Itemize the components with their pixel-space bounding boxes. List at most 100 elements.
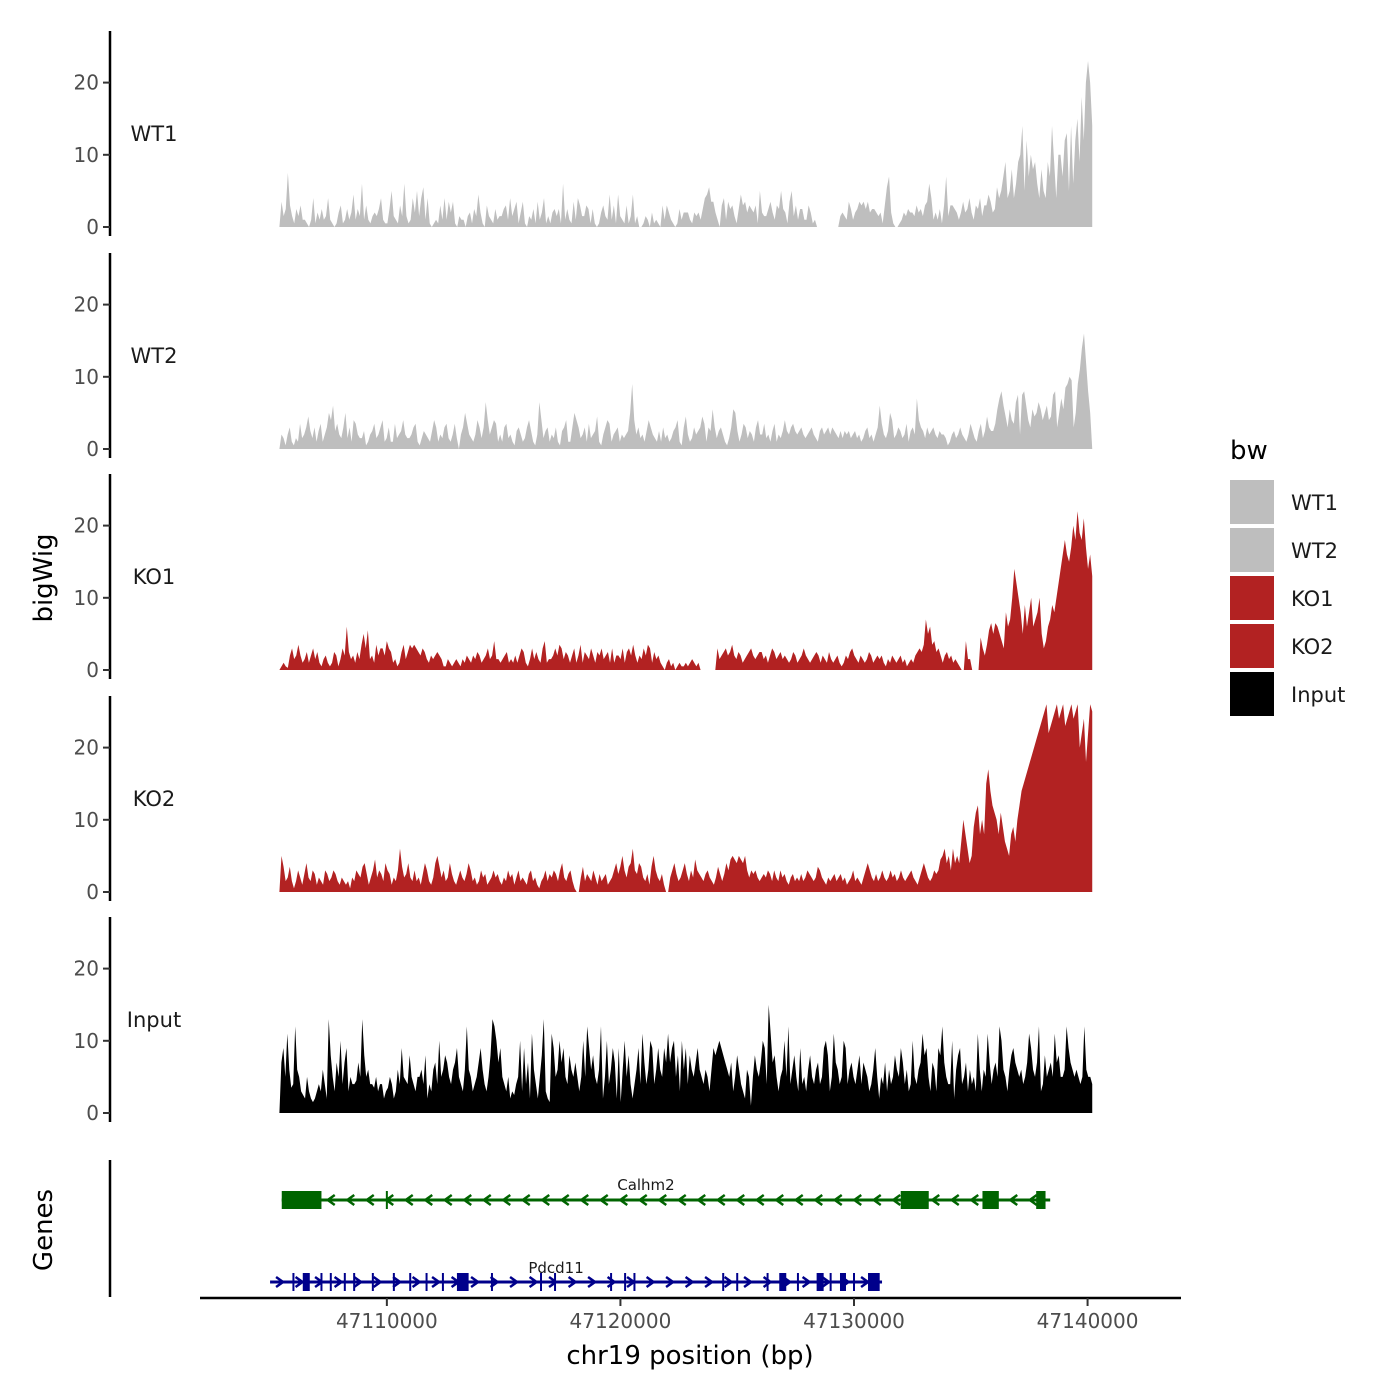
track-wt2: 0 10 20 WT2 (74, 253, 1093, 461)
strand-arrow (431, 1275, 442, 1289)
strand-arrow (294, 1275, 305, 1289)
strand-arrow (684, 1275, 695, 1289)
legend-key-input (1230, 672, 1274, 716)
track-label-input: Input (127, 1008, 181, 1032)
strand-arrow (403, 1193, 414, 1207)
strand-arrow (618, 1193, 628, 1207)
area-series-ko1 (279, 511, 1093, 670)
strand-arrow (1027, 1193, 1038, 1207)
strand-arrow (969, 1193, 979, 1207)
strand-arrow (364, 1193, 375, 1207)
strand-arrow (813, 1193, 823, 1207)
gene-calhm2: Calhm2 (281, 1176, 1051, 1209)
y-tick-label: 10 (74, 365, 99, 389)
strand-arrow (871, 1193, 882, 1207)
strand-arrow (949, 1193, 960, 1207)
track-ko2: 0 10 20 KO2 (74, 696, 1093, 904)
strand-arrow (852, 1193, 862, 1207)
legend-key-ko2 (1230, 624, 1274, 668)
exon (816, 1273, 824, 1291)
strand-arrow (715, 1193, 726, 1207)
strand-arrow (696, 1193, 706, 1207)
strand-arrow (481, 1193, 492, 1207)
strand-arrow (462, 1193, 472, 1207)
y-tick-label: 20 (74, 71, 99, 95)
legend-key-wt1 (1230, 480, 1274, 524)
strand-arrow (606, 1275, 617, 1289)
strand-arrow (774, 1193, 784, 1207)
legend-label-wt2: WT2 (1291, 539, 1338, 563)
exon (281, 1191, 322, 1209)
exon (302, 1273, 310, 1291)
track-label-ko1: KO1 (133, 565, 176, 589)
x-tick-label: 47130000 (803, 1309, 905, 1333)
x-tick-label: 47110000 (336, 1309, 438, 1333)
genes-axis-title: Genes (29, 1189, 59, 1271)
strand-arrow (793, 1193, 804, 1207)
gene-track: Calhm2 Pdcd11 (108, 1160, 1051, 1297)
strand-arrow (559, 1193, 570, 1207)
strand-arrow (528, 1275, 539, 1289)
strand-arrow (540, 1193, 550, 1207)
strand-arrow (587, 1275, 598, 1289)
exon (456, 1273, 469, 1291)
exon (868, 1273, 880, 1291)
y-tick-label: 0 (86, 658, 99, 682)
x-axis: chr19 position (bp) 47110000 47120000 4713… (200, 1296, 1181, 1371)
y-tick-label: 0 (86, 215, 99, 239)
track-ko1: 0 10 20 KO1 (74, 474, 1093, 682)
y-tick-label: 20 (74, 293, 99, 317)
gene-label-calhm2: Calhm2 (617, 1176, 675, 1194)
strand-arrow (665, 1275, 676, 1289)
strand-arrow (735, 1193, 745, 1207)
track-label-wt1: WT1 (131, 122, 178, 146)
exon (779, 1273, 787, 1291)
strand-arrow (657, 1193, 667, 1207)
strand-arrow (704, 1275, 715, 1289)
strand-arrow (411, 1275, 422, 1289)
strand-arrow (832, 1193, 843, 1207)
x-tick-label: 47140000 (1037, 1309, 1139, 1333)
strand-arrow (1008, 1193, 1018, 1207)
strand-arrow (891, 1193, 901, 1207)
legend: bw WT1 WT2 KO1 KO2 Input (1230, 436, 1345, 716)
strand-arrow (275, 1275, 286, 1289)
y-tick-label: 0 (86, 1101, 99, 1125)
strand-arrow (743, 1275, 754, 1289)
strand-arrow (353, 1275, 364, 1289)
exon (1036, 1191, 1046, 1209)
strand-arrow (567, 1275, 578, 1289)
track-input: 0 10 20 Input (74, 917, 1093, 1125)
strand-arrow (762, 1275, 773, 1289)
strand-arrow (754, 1193, 765, 1207)
strand-arrow (723, 1275, 734, 1289)
exon (839, 1273, 846, 1291)
y-tick-label: 0 (86, 437, 99, 461)
gene-label-pdcd11: Pdcd11 (528, 1259, 583, 1277)
strand-arrow (501, 1193, 511, 1207)
y-tick-label: 10 (74, 586, 99, 610)
x-tick-label: 47120000 (570, 1309, 672, 1333)
area-series-wt2 (279, 333, 1093, 449)
strand-arrow (470, 1275, 481, 1289)
y-axis-title: bigWig (29, 533, 59, 622)
exon (900, 1191, 929, 1209)
track-label-ko2: KO2 (133, 787, 176, 811)
strand-arrow (645, 1275, 656, 1289)
legend-label-input: Input (1291, 683, 1345, 707)
track-wt1: 0 10 20 WT1 (74, 31, 1093, 239)
strand-arrow (345, 1193, 355, 1207)
x-axis-title: chr19 position (bp) (566, 1341, 813, 1371)
strand-arrow (598, 1193, 609, 1207)
y-tick-label: 10 (74, 808, 99, 832)
legend-label-ko1: KO1 (1291, 587, 1334, 611)
strand-arrow (392, 1275, 403, 1289)
legend-key-wt2 (1230, 528, 1274, 572)
legend-title: bw (1230, 436, 1268, 466)
legend-label-ko2: KO2 (1291, 635, 1334, 659)
area-series-input (279, 1004, 1093, 1113)
strand-arrow (821, 1275, 832, 1289)
area-series-wt1 (279, 60, 1093, 227)
strand-arrow (423, 1193, 433, 1207)
